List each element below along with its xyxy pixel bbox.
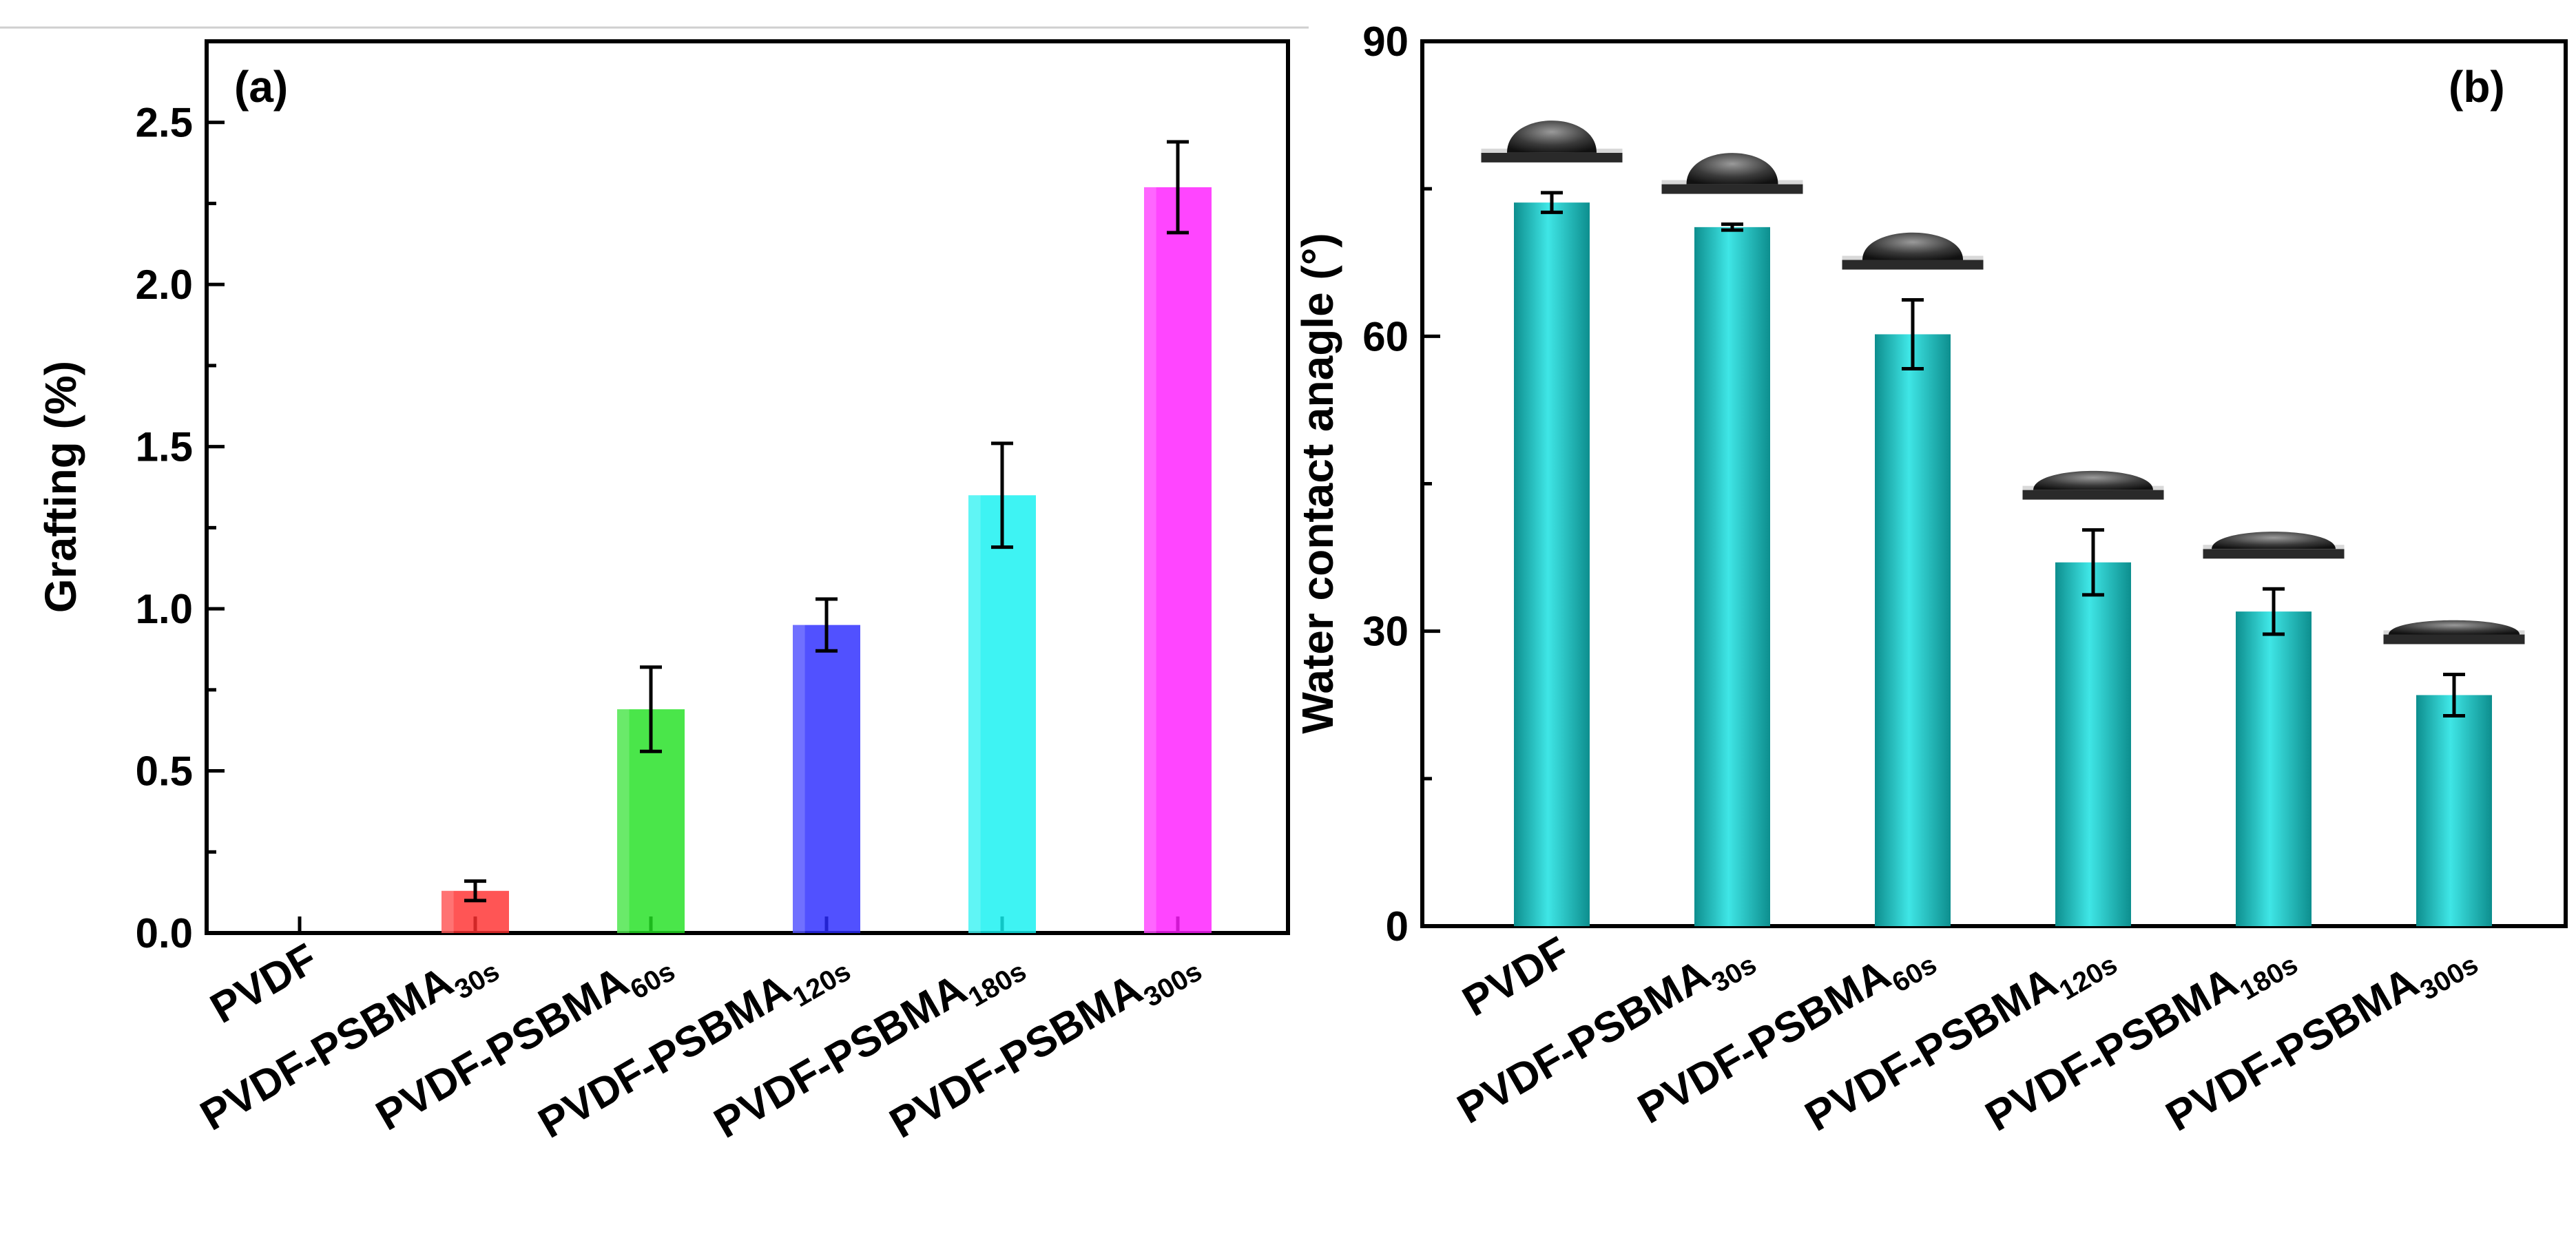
bar [1694,227,1770,927]
x-tick-label-subscript: 120s [787,956,855,1014]
bar [2416,695,2492,926]
x-tick-label-subscript: 300s [2415,950,2483,1007]
droplet-substrate [1481,152,1623,163]
panel-a-label: (a) [234,62,288,112]
panel-a: (a) Grafting (%) 0.0 0.5 1.0 1.5 2.0 2.5 PVDF… [36,39,1290,1154]
y-tick-label: 90 [1362,19,1409,65]
x-tick-label: PVDF-PSBMA120s [530,934,855,1154]
y-tick-label: 30 [1362,609,1409,655]
y-tick-label: 1.0 [136,586,193,632]
droplet-substrate [1842,260,1984,270]
x-tick-label: PVDF-PSBMA180s [706,934,1031,1154]
y-tick-label: 1.5 [136,424,193,470]
water-droplet [2388,620,2520,635]
water-droplet [1862,232,1964,260]
panel-b-y-axis-title: Water contact anagle (°) [1293,233,1342,733]
bar [1514,202,1590,927]
x-tick-label: PVDF-PSBMA30s [193,934,505,1146]
x-tick-label: PVDF [1455,928,1577,1025]
panel-b-label: (b) [2449,62,2505,112]
x-tick-label: PVDF-PSBMA120s [1797,928,2122,1147]
panel-a-frame [205,39,1290,935]
panel-b: (b) Water contact anagle (°) 0 30 60 90 PVD… [1293,19,2568,1147]
water-droplet [1686,153,1778,185]
bar-highlight [442,890,454,933]
y-tick-label: 0.0 [136,910,193,956]
panel-b-droplet-insets [1481,120,2525,645]
bar [793,625,860,933]
water-droplet [2033,470,2153,490]
water-droplet [2212,532,2336,549]
panel-b-y-ticks: 0 30 60 90 [1362,19,2456,950]
panel-a-y-axis-title: Grafting (%) [36,361,85,613]
droplet-substrate [2022,490,2164,500]
bar-highlight [1144,187,1156,934]
droplet-substrate [1661,184,1803,194]
x-tick-label: PVDF-PSBMA180s [1977,928,2303,1147]
bar [2055,562,2131,926]
panel-b-x-tick-labels: PVDFPVDF-PSBMA30sPVDF-PSBMA60sPVDF-PSBMA… [1450,928,2484,1147]
droplet-substrate [2203,549,2345,559]
x-tick-label: PVDF-PSBMA60s [1630,928,1942,1140]
x-tick-label: PVDF-PSBMA300s [882,934,1207,1154]
x-tick-label-subscript: 180s [963,956,1031,1014]
panel-b-frame [1420,39,2568,928]
x-tick-label: PVDF-PSBMA60s [368,934,681,1146]
droplet-substrate [2383,634,2525,645]
y-tick-label: 2.5 [136,100,193,146]
y-tick-label: 2.0 [136,262,193,308]
panel-a-bars [442,140,1212,934]
bar-highlight [793,625,805,933]
x-tick-label-subscript: 180s [2234,950,2303,1007]
bar [2236,611,2312,926]
x-tick-label-base: PVDF [202,934,325,1032]
x-tick-label-base: PVDF [1455,928,1577,1025]
x-tick-label: PVDF [202,934,325,1032]
bar [1144,187,1212,934]
panel-a-x-tick-labels: PVDFPVDF-PSBMA30sPVDF-PSBMA60sPVDF-PSBMA… [193,934,1207,1154]
x-tick-label-subscript: 120s [2054,950,2122,1007]
panel-a-y-ticks: 0.0 0.5 1.0 1.5 2.0 2.5 [136,100,1180,956]
bar [968,495,1036,933]
bar-highlight [617,709,630,933]
y-tick-label: 0 [1386,903,1409,950]
x-tick-label: PVDF-PSBMA30s [1450,928,1762,1140]
y-tick-label: 0.5 [136,748,193,795]
water-droplet [1507,120,1597,153]
x-tick-label-subscript: 300s [1139,956,1207,1014]
panel-b-bars [1514,191,2492,927]
y-tick-label: 60 [1362,313,1409,359]
bar [1875,334,1951,926]
bar-highlight [968,495,981,933]
x-tick-label: PVDF-PSBMA300s [2158,928,2483,1147]
